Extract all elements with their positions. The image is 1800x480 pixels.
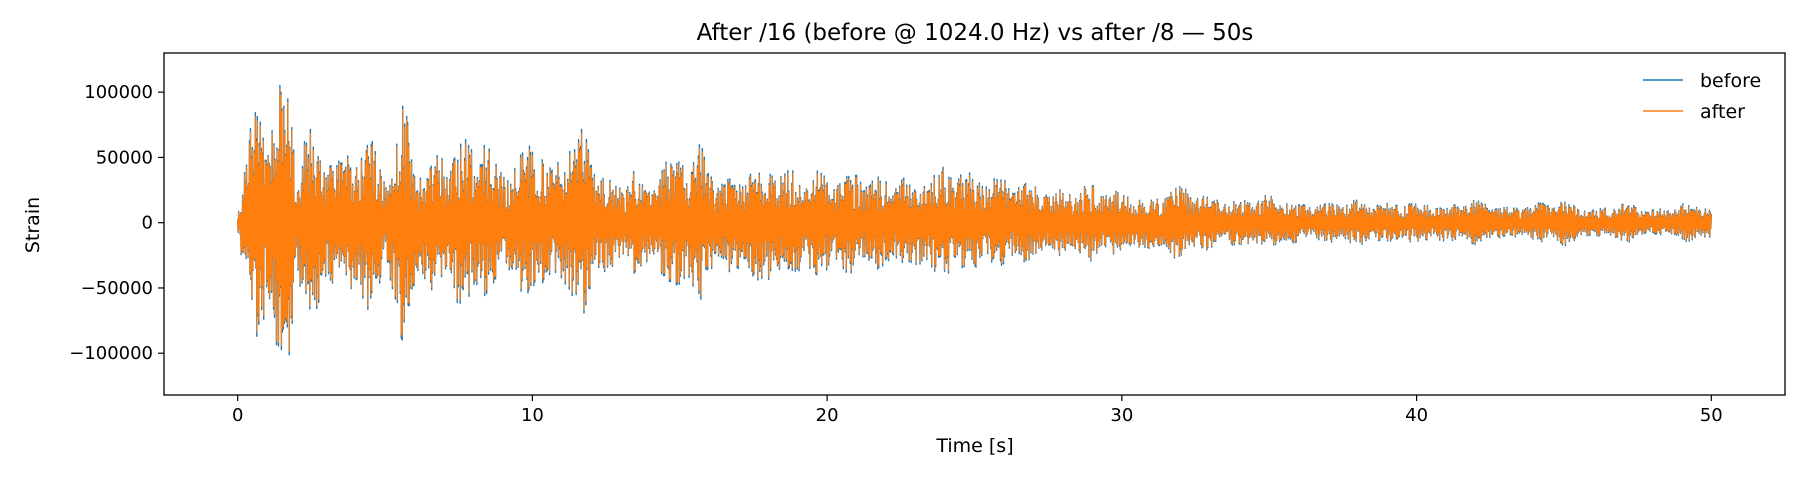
y-tick-label: 100000 [84, 82, 153, 103]
y-tick-label: 50000 [96, 147, 153, 168]
legend-label-before: before [1700, 70, 1761, 92]
x-axis: 0 10 20 30 40 50 [232, 395, 1723, 426]
x-tick-label: 10 [521, 405, 544, 426]
x-tick-label: 20 [816, 405, 839, 426]
y-tick-label: 0 [142, 213, 153, 234]
x-tick-label: 50 [1700, 405, 1723, 426]
plot-frame [163, 52, 1786, 396]
series-after-line [237, 88, 1712, 352]
y-tick-label: −100000 [69, 343, 153, 364]
x-axis-label: Time [s] [935, 435, 1013, 457]
y-axis: −100000 −50000 0 50000 100000 [69, 82, 164, 364]
chart-title: After /16 (before @ 1024.0 Hz) vs after … [697, 20, 1254, 46]
legend: before after [1643, 70, 1761, 123]
y-tick-label: −50000 [81, 278, 153, 299]
x-tick-label: 30 [1110, 405, 1133, 426]
series-layer [236, 84, 1713, 356]
x-tick-label: 0 [232, 405, 243, 426]
series-before-line [236, 84, 1713, 356]
y-axis-label: Strain [22, 197, 44, 253]
x-tick-label: 40 [1405, 405, 1428, 426]
legend-label-after: after [1700, 101, 1745, 123]
